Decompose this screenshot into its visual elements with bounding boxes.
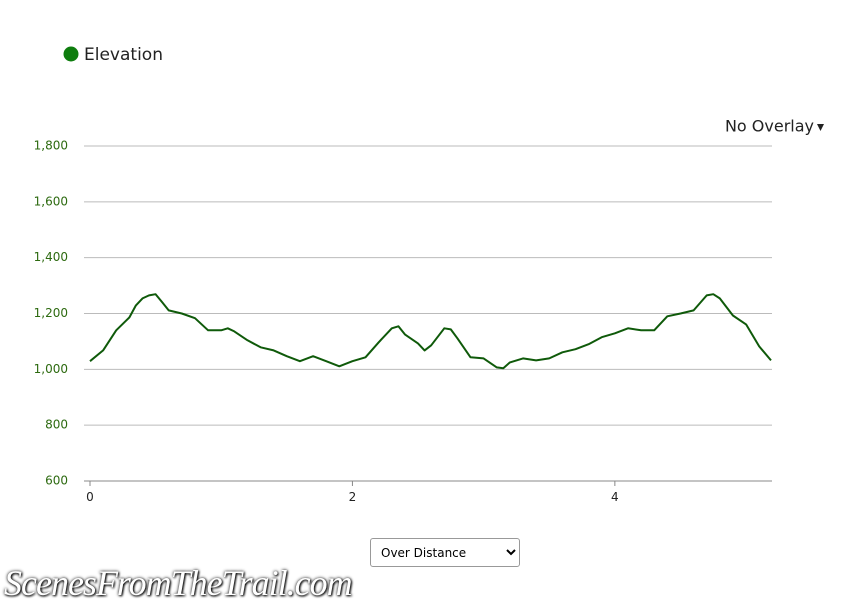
watermark: ScenesFromTheTrail.com <box>4 563 353 603</box>
elevation-line <box>89 293 772 370</box>
x-tick-label: 2 <box>349 490 357 504</box>
x-tick-label: 4 <box>611 490 619 504</box>
y-tick-label: 600 <box>45 474 68 488</box>
y-tick-label: 800 <box>45 418 68 432</box>
dropdown-arrow[interactable] <box>817 124 824 131</box>
legend-marker <box>63 46 79 62</box>
y-tick-label: 1,800 <box>34 139 68 153</box>
y-tick-label: 1,400 <box>34 250 68 264</box>
y-tick-label: 1,600 <box>34 194 68 208</box>
x-mode-select[interactable]: Over Distance <box>370 538 520 567</box>
legend-label: Elevation <box>84 45 163 65</box>
x-tick-label: 0 <box>86 490 94 504</box>
y-tick-label: 1,000 <box>34 362 68 376</box>
overlay-menu[interactable]: No Overlay <box>725 117 814 136</box>
y-tick-label: 1,200 <box>34 306 68 320</box>
